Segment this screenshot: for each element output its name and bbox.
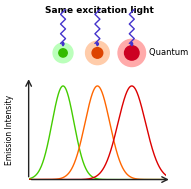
Text: Emission Intensity: Emission Intensity: [5, 95, 14, 166]
Text: Same excitation light: Same excitation light: [45, 6, 154, 15]
Text: Quantum Dots: Quantum Dots: [149, 48, 191, 57]
